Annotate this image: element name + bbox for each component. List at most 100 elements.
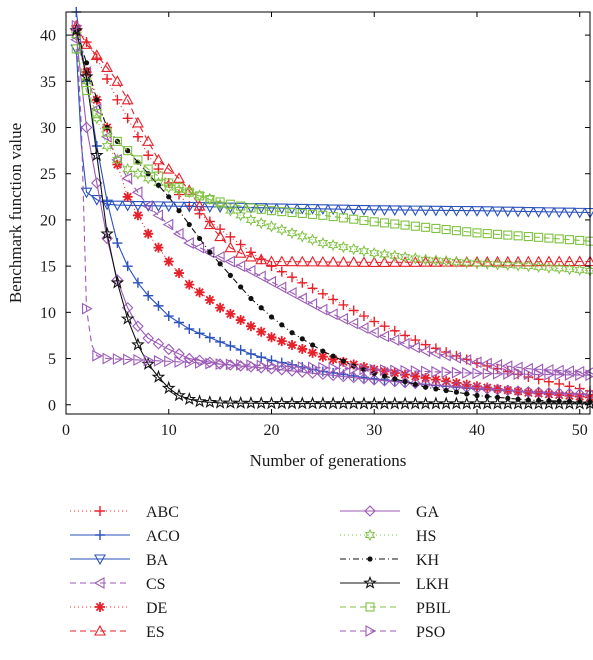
series-line-hs <box>75 34 591 272</box>
x-tick-label: 40 <box>469 422 485 439</box>
point-cs <box>193 241 205 254</box>
point-hs <box>235 209 247 222</box>
point-pso <box>534 368 545 381</box>
point-hs <box>564 263 575 276</box>
x-tick-label: 10 <box>161 422 177 439</box>
point-es <box>121 93 134 105</box>
series-line-pso <box>75 25 591 376</box>
point-ba <box>399 205 411 217</box>
point-hs <box>471 257 483 270</box>
point-pbil <box>441 224 451 235</box>
point-de <box>543 389 554 400</box>
point-aco <box>112 238 123 249</box>
point-de <box>132 210 143 221</box>
point-lkh <box>89 147 104 162</box>
legend-label-es: ES <box>146 624 165 641</box>
x-tick-label: 0 <box>62 422 70 439</box>
point-de <box>533 388 544 399</box>
point-hs <box>574 263 586 277</box>
point-cs <box>316 303 328 316</box>
point-pso <box>123 353 134 366</box>
point-cs <box>419 345 431 358</box>
point-abc <box>276 266 287 277</box>
point-es <box>111 75 124 86</box>
point-hs <box>553 262 565 275</box>
point-hs <box>286 226 298 240</box>
series-line-abc <box>75 25 591 392</box>
point-kh <box>443 387 449 394</box>
series-ga <box>70 29 593 401</box>
x-tick-label: 20 <box>263 422 279 439</box>
point-pso <box>287 360 299 373</box>
point-ga <box>327 369 339 382</box>
legend-marker-de <box>95 602 105 612</box>
point-kh <box>207 249 213 255</box>
series-line-aco <box>75 11 591 396</box>
point-ba <box>512 206 525 218</box>
point-ba <box>542 207 555 218</box>
point-pso <box>164 355 175 368</box>
x-tick-label: 50 <box>572 422 588 439</box>
point-kh <box>340 358 347 364</box>
point-pso <box>215 358 227 371</box>
point-aco <box>143 290 154 301</box>
point-es <box>316 255 329 267</box>
point-cs <box>224 255 235 268</box>
point-aco <box>276 357 287 368</box>
legend-label-ga: GA <box>416 504 440 521</box>
point-ga <box>183 352 196 365</box>
point-pso <box>431 365 443 378</box>
point-hs <box>379 248 390 261</box>
point-pso <box>153 354 165 367</box>
point-hs <box>111 153 123 167</box>
point-pbil <box>184 187 194 197</box>
point-kh <box>402 379 408 385</box>
point-ba <box>131 200 144 212</box>
point-abc <box>543 376 554 387</box>
point-cs <box>100 130 112 143</box>
point-pbil <box>215 197 225 207</box>
point-lkh <box>377 396 392 410</box>
point-ga <box>337 370 350 383</box>
point-cs <box>470 356 482 369</box>
point-abc <box>266 261 277 272</box>
point-aco <box>122 261 133 272</box>
point-ba <box>368 205 381 216</box>
point-ga <box>162 343 175 356</box>
point-abc <box>554 378 565 389</box>
point-es <box>234 247 247 258</box>
point-ga <box>491 383 504 396</box>
point-pso <box>441 366 453 379</box>
point-ba <box>501 206 514 218</box>
legend-item-pbil: PBIL <box>340 600 451 617</box>
point-pbil <box>338 213 348 223</box>
point-de <box>461 379 472 390</box>
point-lkh <box>131 337 145 351</box>
point-abc <box>225 231 236 242</box>
point-lkh <box>223 395 238 409</box>
point-pso <box>297 361 309 373</box>
point-pbil <box>503 230 513 240</box>
point-de <box>194 287 205 298</box>
point-kh <box>227 272 233 278</box>
point-abc <box>338 299 349 310</box>
point-ga <box>132 320 144 332</box>
point-de <box>410 371 421 382</box>
point-pbil <box>308 209 318 219</box>
series-line-es <box>75 25 591 263</box>
point-ba <box>90 195 103 206</box>
legend-item-de: DE <box>70 600 167 617</box>
legend-label-de: DE <box>146 600 167 617</box>
point-hs <box>307 233 318 246</box>
legend-item-pso: PSO <box>340 624 445 641</box>
point-pso <box>492 367 504 380</box>
point-de <box>215 302 226 313</box>
point-lkh <box>100 226 114 240</box>
legend-marker-aco <box>95 530 105 540</box>
legend-item-abc: ABC <box>70 504 179 521</box>
legend-label-ba: BA <box>146 552 169 569</box>
point-es <box>491 255 504 267</box>
point-cs <box>357 322 369 334</box>
point-pbil <box>492 229 503 239</box>
point-abc <box>287 272 298 283</box>
